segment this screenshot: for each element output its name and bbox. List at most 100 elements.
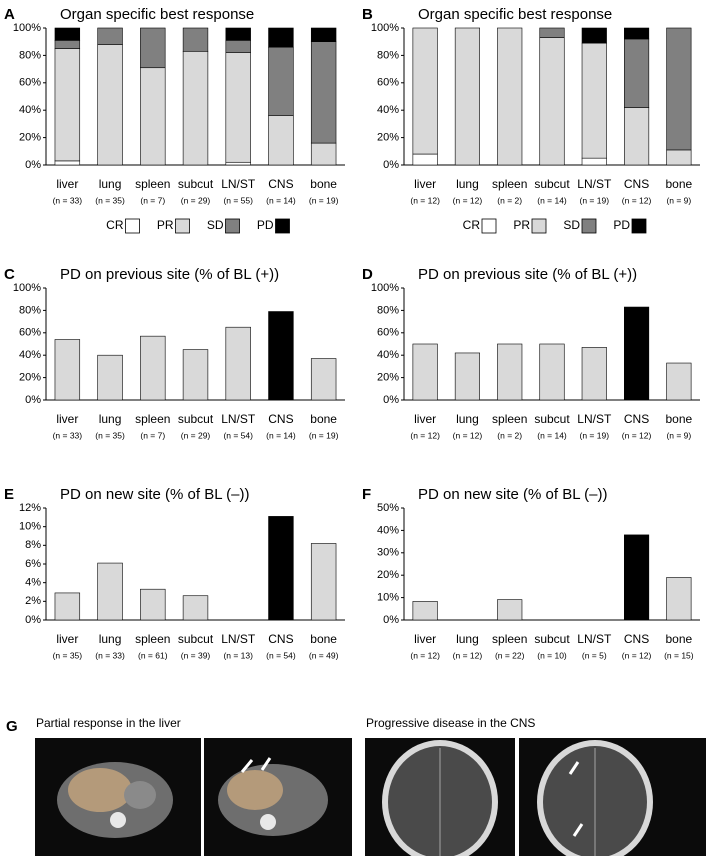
x-tick-label: subcut — [178, 412, 214, 426]
y-tick-label: 0% — [383, 159, 399, 171]
panel-label: A — [4, 6, 15, 23]
bar-segment — [225, 40, 251, 53]
n-label: (n = 54) — [266, 650, 296, 660]
bar-segment — [140, 67, 166, 166]
bar-segment — [624, 27, 650, 40]
n-label: (n = 19) — [309, 195, 339, 205]
bar-segment — [666, 27, 692, 151]
n-label: (n = 54) — [223, 430, 253, 440]
legend-swatch — [225, 218, 240, 234]
bar — [310, 543, 337, 621]
n-label: (n = 33) — [53, 430, 83, 440]
y-tick-label: 50% — [377, 502, 399, 514]
x-tick-label: lung — [99, 412, 122, 426]
bar-segment — [182, 27, 209, 52]
n-label: (n = 2) — [497, 195, 522, 205]
bar-segment — [54, 27, 81, 41]
x-tick-label: liver — [414, 177, 436, 191]
n-label: (n = 12) — [622, 195, 652, 205]
y-tick-label: 0% — [25, 614, 41, 626]
x-tick-label: CNS — [268, 177, 293, 191]
n-label: (n = 14) — [537, 430, 567, 440]
bar — [539, 343, 565, 401]
y-tick-label: 10% — [19, 521, 41, 533]
n-label: (n = 12) — [453, 195, 483, 205]
bar-segment — [581, 27, 607, 44]
y-tick-label: 6% — [25, 558, 41, 570]
x-tick-label: lung — [456, 177, 479, 191]
legend-swatch — [481, 218, 497, 234]
legend-swatch — [275, 218, 290, 234]
bar-segment — [54, 48, 81, 162]
legend-swatch — [125, 218, 140, 234]
bar — [454, 352, 480, 401]
mri-images — [365, 738, 706, 856]
bar-segment — [225, 27, 251, 41]
ct-scan-images — [35, 738, 352, 856]
y-tick-label: 0% — [383, 614, 399, 626]
bar-segment — [310, 27, 337, 42]
bar-segment — [310, 41, 337, 144]
bar-segment — [539, 37, 565, 166]
bar-segment — [182, 50, 209, 166]
x-tick-label: liver — [414, 412, 436, 426]
n-label: (n = 29) — [181, 195, 211, 205]
bar-segment — [666, 149, 692, 166]
x-tick-label: lung — [99, 177, 122, 191]
x-tick-label: bone — [666, 177, 693, 191]
y-tick-label: 60% — [377, 77, 399, 89]
x-tick-label: bone — [310, 177, 337, 191]
y-tick-label: 60% — [19, 327, 41, 339]
y-tick-label: 2% — [25, 595, 41, 607]
image-caption: Partial response in the liver — [36, 716, 181, 730]
bar-segment — [310, 142, 337, 166]
n-label: (n = 7) — [140, 430, 165, 440]
y-tick-label: 60% — [377, 327, 399, 339]
x-tick-label: lung — [456, 632, 479, 646]
bar — [412, 343, 438, 401]
chart-title: PD on new site (% of BL (–)) — [60, 486, 250, 503]
bar-segment — [268, 46, 294, 116]
y-tick-label: 0% — [383, 394, 399, 406]
y-tick-label: 80% — [377, 49, 399, 61]
x-tick-label: subcut — [534, 412, 570, 426]
n-label: (n = 61) — [138, 650, 168, 660]
x-tick-label: bone — [310, 412, 337, 426]
x-tick-label: spleen — [135, 177, 170, 191]
n-label: (n = 9) — [666, 195, 691, 205]
n-label: (n = 33) — [95, 650, 125, 660]
panel-label: B — [362, 6, 373, 23]
bar-segment — [54, 40, 81, 49]
y-tick-label: 20% — [19, 372, 41, 384]
x-tick-label: spleen — [492, 177, 527, 191]
legend-swatch — [581, 218, 597, 234]
bar — [624, 534, 650, 621]
x-tick-label: LN/ST — [221, 412, 256, 426]
y-tick-label: 20% — [377, 132, 399, 144]
bar — [666, 362, 692, 401]
bar — [140, 588, 166, 621]
n-label: (n = 12) — [453, 650, 483, 660]
y-tick-label: 20% — [19, 132, 41, 144]
x-tick-label: bone — [666, 412, 693, 426]
x-tick-label: spleen — [492, 632, 527, 646]
bar — [225, 326, 251, 401]
n-label: (n = 15) — [664, 650, 694, 660]
legend-label: PD — [613, 218, 630, 232]
y-tick-label: 100% — [371, 22, 399, 34]
x-tick-label: bone — [310, 632, 337, 646]
bar — [97, 354, 123, 401]
n-label: (n = 9) — [666, 430, 691, 440]
x-tick-label: LN/ST — [577, 412, 612, 426]
y-tick-label: 20% — [377, 372, 399, 384]
bar — [666, 577, 692, 621]
bar — [182, 595, 209, 621]
n-label: (n = 29) — [181, 430, 211, 440]
bar — [497, 599, 523, 621]
n-label: (n = 14) — [537, 195, 567, 205]
bar-segment — [581, 42, 607, 159]
bar — [54, 339, 81, 401]
y-tick-label: 40% — [19, 349, 41, 361]
n-label: (n = 12) — [410, 195, 440, 205]
bar-segment — [97, 27, 123, 45]
